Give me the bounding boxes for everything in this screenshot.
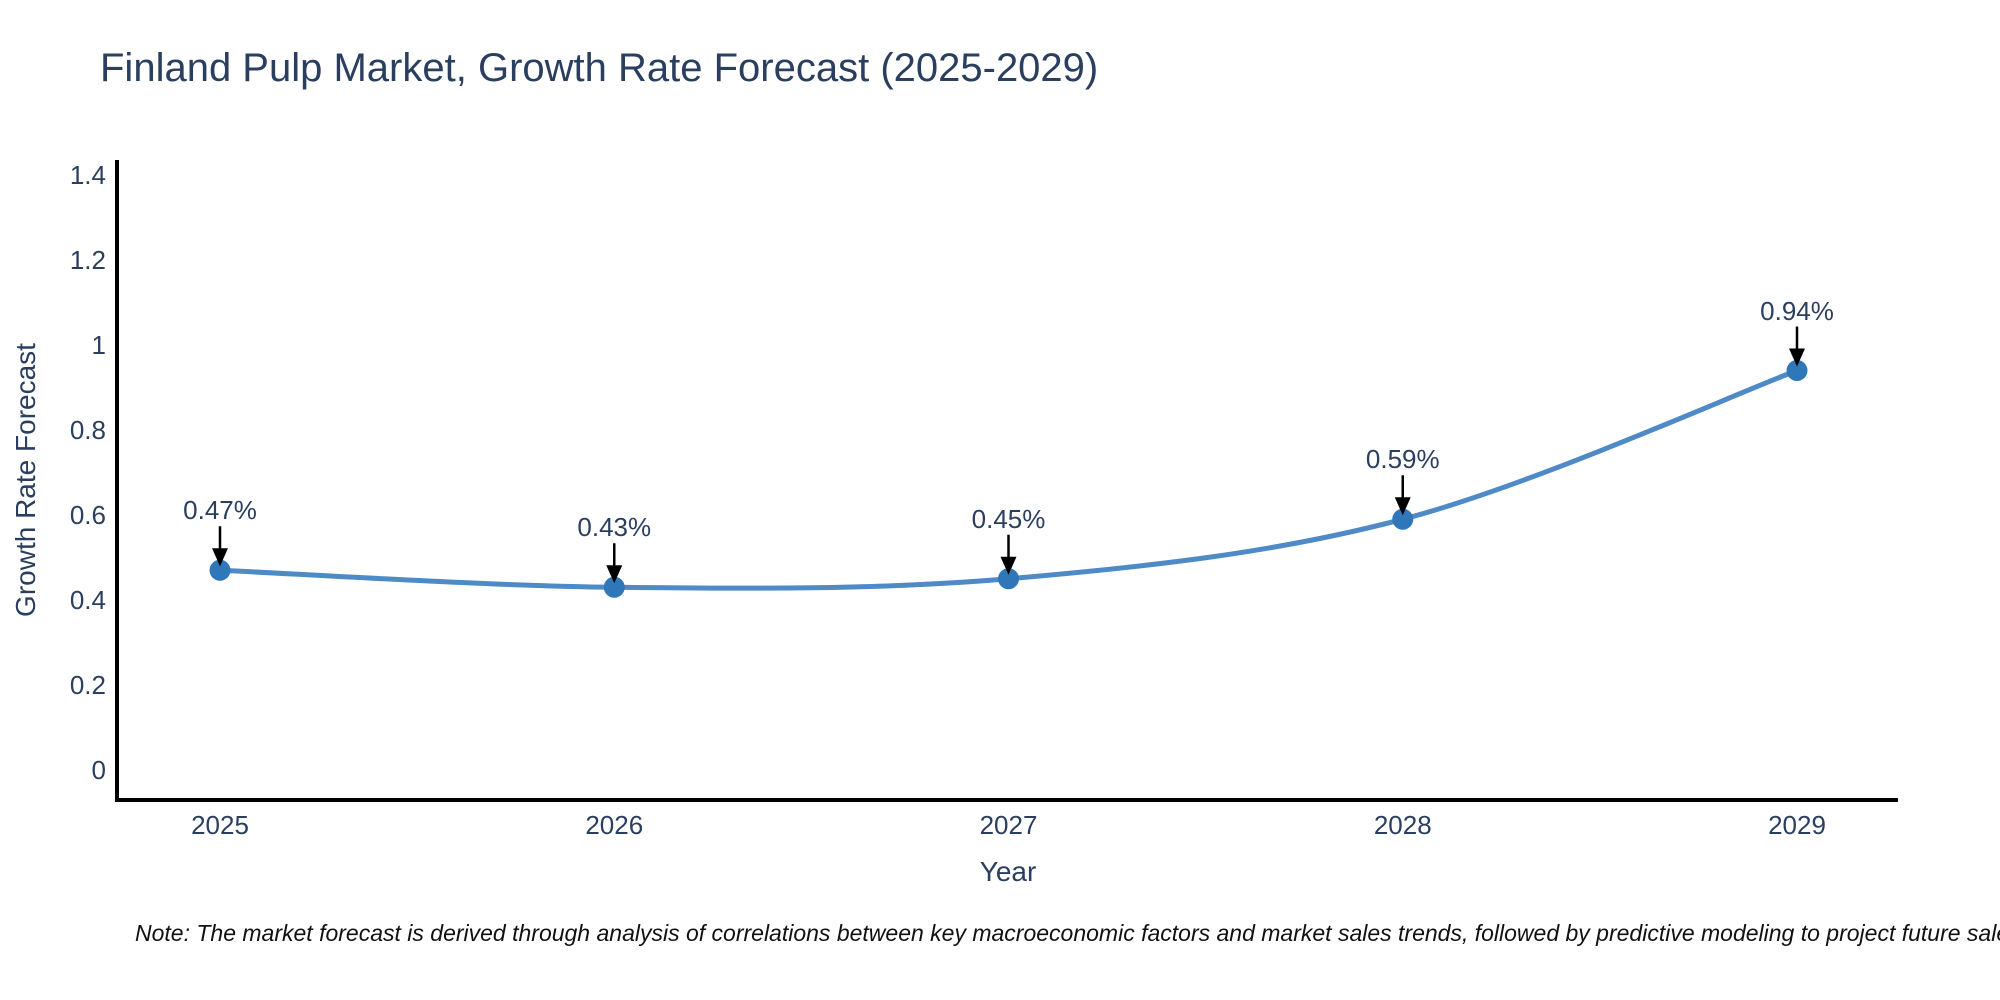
x-tick-label: 2028 xyxy=(1373,810,1432,840)
data-point-label: 0.47% xyxy=(183,495,257,526)
y-axis-title: Growth Rate Forecast xyxy=(10,343,41,617)
y-tick-label: 1.2 xyxy=(69,245,106,275)
y-tick-label: 0.6 xyxy=(69,500,106,530)
footnote: Note: The market forecast is derived thr… xyxy=(135,920,2000,946)
x-tick-label: 2026 xyxy=(585,810,644,840)
y-tick-label: 0.4 xyxy=(69,585,106,615)
data-point xyxy=(209,559,231,581)
x-tick-label: 2029 xyxy=(1768,810,1826,840)
x-tick-label: 2025 xyxy=(191,810,249,840)
annotation-arrowhead-icon xyxy=(1394,497,1411,516)
data-point xyxy=(1786,360,1808,381)
annotation-arrowhead-icon xyxy=(1000,556,1017,575)
data-point-label: 0.59% xyxy=(1365,444,1440,475)
annotation-arrowhead-icon xyxy=(212,548,228,567)
data-point-label: 0.45% xyxy=(971,503,1046,534)
data-point xyxy=(1392,508,1414,530)
data-point xyxy=(998,568,1019,590)
chart-title: Finland Pulp Market, Growth Rate Forecas… xyxy=(100,46,1099,90)
x-tick-label: 2027 xyxy=(979,810,1038,840)
annotation-arrowhead-icon xyxy=(1789,348,1805,367)
data-point-label: 0.43% xyxy=(577,512,652,543)
data-point xyxy=(603,576,625,598)
y-tick-label: 1 xyxy=(91,330,106,360)
data-point-label: 0.94% xyxy=(1760,295,1834,326)
x-axis-title: Year xyxy=(979,856,1037,887)
y-tick-label: 0.8 xyxy=(69,415,106,445)
y-tick-label: 1.4 xyxy=(69,160,106,190)
y-tick-label: 0.2 xyxy=(69,670,106,700)
annotation-arrowhead-icon xyxy=(606,565,623,584)
y-tick-label: 0 xyxy=(91,755,106,785)
